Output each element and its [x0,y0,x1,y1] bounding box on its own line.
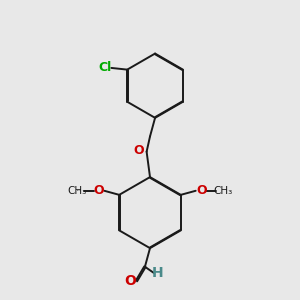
Text: O: O [93,184,104,197]
Text: O: O [134,143,145,157]
Text: H: H [152,266,164,280]
Text: Cl: Cl [99,61,112,74]
Text: CH₃: CH₃ [67,186,86,196]
Text: O: O [196,184,207,197]
Text: methyl: methyl [77,190,82,191]
Text: O: O [124,274,136,288]
Text: CH₃: CH₃ [214,186,233,196]
